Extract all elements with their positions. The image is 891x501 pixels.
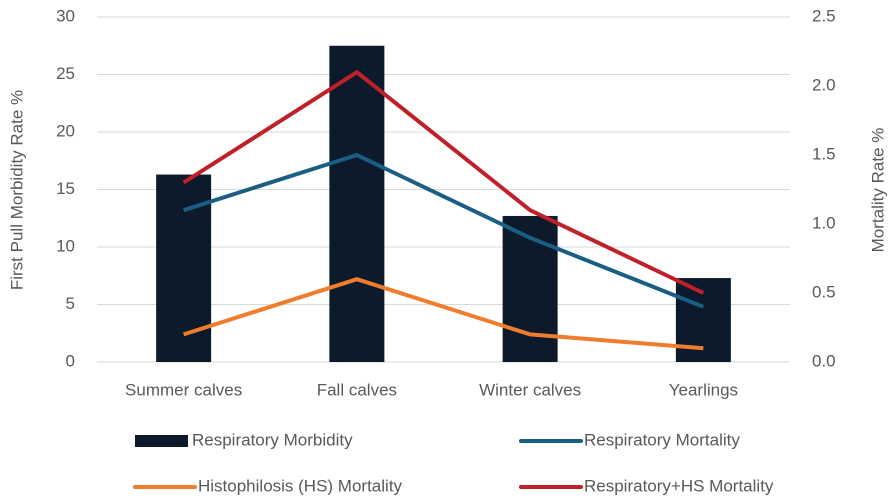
legend-label: Respiratory Morbidity: [192, 430, 353, 449]
y2-tick-label: 2.5: [812, 6, 836, 25]
y-tick-label: 10: [56, 236, 75, 255]
x-tick-label: Fall calves: [317, 380, 397, 399]
legend-label: Histophilosis (HS) Mortality: [198, 476, 403, 495]
line: [183, 277, 704, 351]
x-tick-label: Yearlings: [669, 380, 738, 399]
y2-tick-label: 1.0: [812, 213, 836, 232]
y2-axis-title: Mortality Rate %: [868, 128, 887, 253]
legend-label: Respiratory Mortality: [584, 430, 740, 449]
bar: [329, 45, 385, 362]
y-tick-label: 20: [56, 121, 75, 140]
y-tick-label: 0: [66, 351, 75, 370]
x-tick-label: Summer calves: [125, 380, 242, 399]
y-tick-label: 30: [56, 6, 75, 25]
legend-label: Respiratory+HS Mortality: [584, 476, 774, 495]
y-tick-label: 15: [56, 179, 75, 198]
y2-tick-label: 0.0: [812, 351, 836, 370]
y-axis-title: First Pull Morbidity Rate %: [7, 90, 26, 290]
y-tick-label: 25: [56, 64, 75, 83]
line: [183, 153, 705, 309]
y-tick-label: 5: [66, 294, 75, 313]
x-tick-label: Winter calves: [479, 380, 581, 399]
y2-tick-label: 1.5: [812, 144, 836, 163]
y2-tick-label: 0.5: [812, 282, 836, 301]
bar: [675, 278, 731, 362]
legend-swatch: [135, 435, 188, 447]
line: [182, 70, 705, 295]
y2-tick-label: 2.0: [812, 75, 836, 94]
